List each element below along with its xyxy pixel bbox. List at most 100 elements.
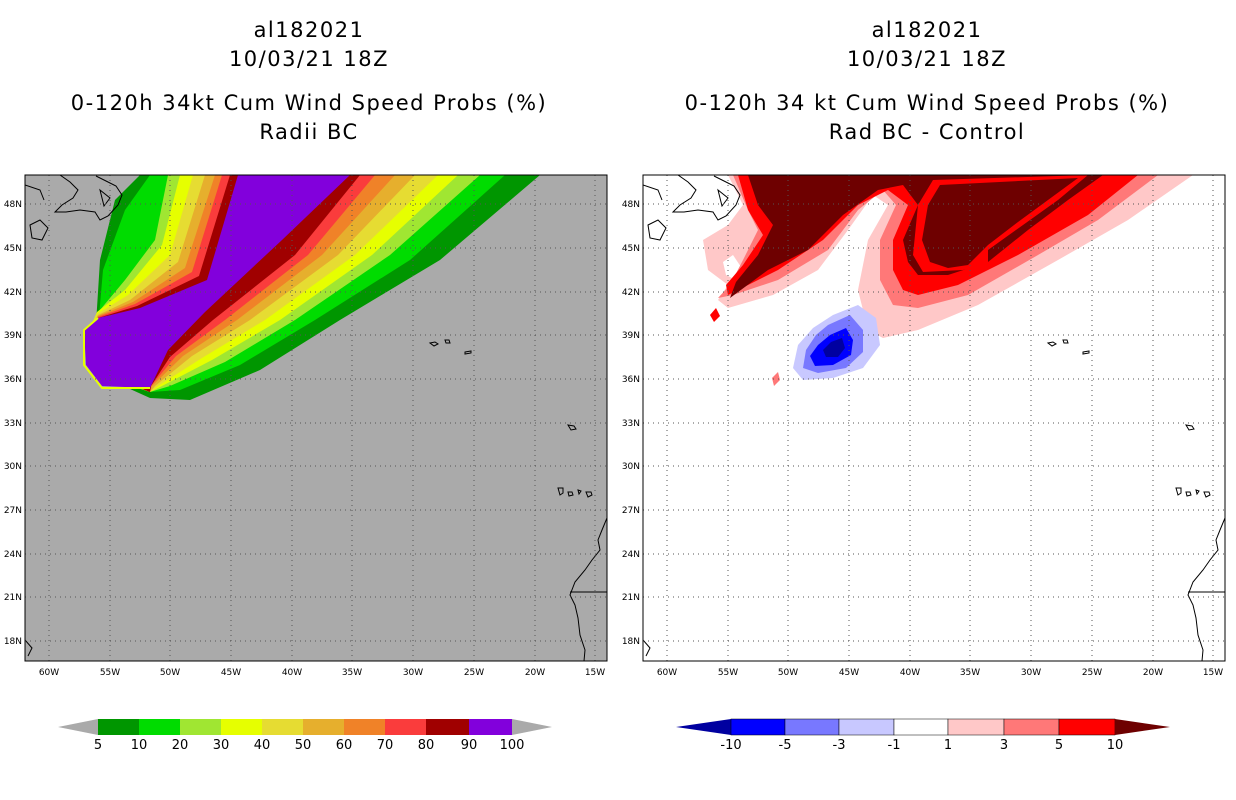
y-tick: 48N [4, 200, 22, 210]
colorbar-swatch [838, 718, 895, 736]
y-tick: 42N [4, 288, 22, 298]
x-tick: 25W [1082, 668, 1102, 678]
y-tick: 33N [4, 419, 22, 429]
colorbar-swatch [947, 718, 1005, 736]
map-frame [642, 174, 1226, 662]
y-tick: 18N [622, 637, 640, 647]
x-tick: 15W [585, 668, 605, 678]
colorbar-label: 5 [94, 738, 102, 753]
x-tick: 35W [960, 668, 980, 678]
x-tick: 50W [160, 668, 180, 678]
x-tick: 15W [1203, 668, 1223, 678]
colorbar-label: 10 [1107, 738, 1124, 753]
y-tick: 21N [4, 593, 22, 603]
colorbar-swatch [1058, 718, 1116, 736]
subtitle: Radii BC [259, 120, 359, 144]
colorbar-label: 80 [418, 738, 435, 753]
diff-contours [703, 175, 1193, 386]
prob-contours [83, 175, 540, 400]
colorbar-under-arrow [58, 719, 98, 735]
colorbar-over-arrow [1115, 719, 1170, 735]
x-tick: 30W [403, 668, 423, 678]
x-tick: 55W [718, 668, 738, 678]
product-title: 0-120h 34kt Cum Wind Speed Probs (%) [70, 91, 548, 115]
colorbar-over-arrow [512, 719, 552, 735]
x-tick: 25W [464, 668, 484, 678]
colorbar-swatch [1003, 718, 1060, 736]
colorbar-label: 5 [1055, 738, 1063, 753]
y-tick: 21N [622, 593, 640, 603]
colorbar-label: 30 [213, 738, 230, 753]
y-tick: 39N [622, 331, 640, 341]
colorbar-label: 50 [295, 738, 312, 753]
x-tick: 40W [900, 668, 920, 678]
x-tick-labels: 60W 55W 50W 45W 40W 35W 30W 25W 20W 15W [657, 668, 1223, 678]
y-tick: 30N [622, 462, 640, 472]
y-tick: 36N [4, 375, 22, 385]
x-tick: 45W [839, 668, 859, 678]
coastlines [25, 175, 607, 661]
colorbar-swatch [180, 719, 221, 735]
product-title: 0-120h 34 kt Cum Wind Speed Probs (%) [684, 91, 1170, 115]
diff-minus-10 [823, 338, 845, 357]
x-tick: 50W [778, 668, 798, 678]
subtitle: Rad BC - Control [828, 120, 1026, 144]
y-tick: 36N [622, 375, 640, 385]
colorbar-swatch [469, 719, 512, 735]
colorbar-label: -1 [888, 738, 901, 753]
y-tick: 42N [622, 288, 640, 298]
prob-map-svg: 60W 55W 50W 45W 40W 35W 30W 25W 20W 15W … [4, 174, 608, 753]
diff-colorbar: -10 -5 -3 -1 1 3 5 10 [676, 718, 1170, 753]
colorbar-swatch [893, 718, 949, 736]
colorbar-label: 1 [944, 738, 952, 753]
x-tick: 60W [39, 668, 59, 678]
y-tick: 48N [622, 200, 640, 210]
colorbar-label: 40 [254, 738, 271, 753]
x-tick: 20W [1143, 668, 1163, 678]
colorbar-label: -10 [720, 738, 741, 753]
x-tick: 60W [657, 668, 677, 678]
colorbar-label: 10 [131, 738, 148, 753]
map-frame [24, 174, 608, 662]
y-tick: 39N [4, 331, 22, 341]
gridlines [643, 175, 1225, 661]
y-tick: 30N [4, 462, 22, 472]
storm-id-title: al182021 [253, 18, 365, 42]
diff-map-svg: 60W 55W 50W 45W 40W 35W 30W 25W 20W 15W … [622, 174, 1226, 753]
colorbar-swatch [784, 718, 840, 736]
y-tick: 45N [4, 244, 22, 254]
y-tick: 27N [4, 506, 22, 516]
x-tick: 40W [282, 668, 302, 678]
colorbar-swatch [344, 719, 385, 735]
date-title: 10/03/21 18Z [846, 47, 1008, 71]
colorbar-swatch [426, 719, 469, 735]
colorbar-swatch [730, 718, 786, 736]
diff-spot [710, 308, 720, 322]
y-tick-labels: 48N 45N 42N 39N 36N 33N 30N 27N 24N 21N … [4, 200, 22, 647]
date-title: 10/03/21 18Z [228, 47, 390, 71]
colorbar-swatch [98, 719, 139, 735]
diff-spot [772, 372, 780, 386]
x-tick: 45W [221, 668, 241, 678]
colorbar-label: 70 [377, 738, 394, 753]
x-tick: 35W [342, 668, 362, 678]
gridlines [25, 175, 607, 661]
colorbar-label: 100 [500, 738, 525, 753]
panel-radii-bc: al182021 10/03/21 18Z 0-120h 34kt Cum Wi… [4, 18, 608, 753]
colorbar-swatch [262, 719, 303, 735]
colorbar-label: 90 [461, 738, 478, 753]
colorbar-label: -3 [833, 738, 846, 753]
colorbar-label: -5 [779, 738, 792, 753]
colorbar-swatch [221, 719, 262, 735]
y-tick-labels: 48N 45N 42N 39N 36N 33N 30N 27N 24N 21N … [622, 200, 640, 647]
colorbar-label: 3 [1000, 738, 1008, 753]
colorbar-under-arrow [676, 719, 731, 735]
colorbar-swatch [385, 719, 426, 735]
diff-plus-10-inner [922, 178, 1078, 268]
colorbar-swatch [139, 719, 180, 735]
y-tick: 18N [4, 637, 22, 647]
y-tick: 24N [622, 550, 640, 560]
coastlines [643, 175, 1225, 661]
colorbar-swatch [303, 719, 344, 735]
x-tick: 30W [1021, 668, 1041, 678]
